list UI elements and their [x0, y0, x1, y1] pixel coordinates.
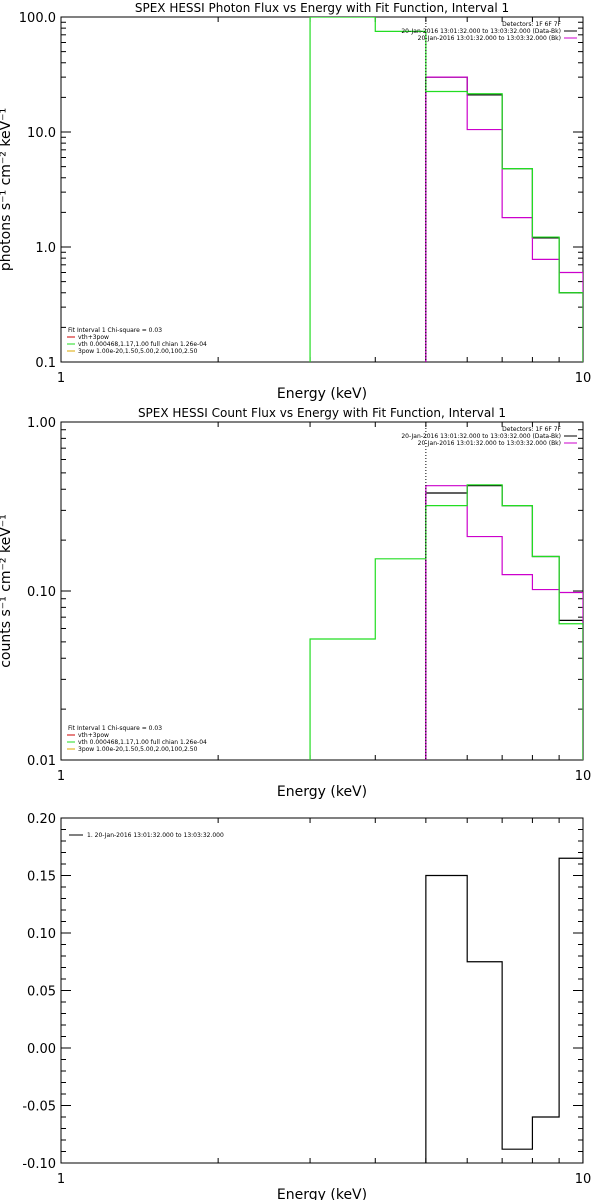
legend-entry: 20-Jan-2016 13:01:32.000 to 13:03:32.000… — [401, 28, 561, 35]
series-line-black — [425, 857, 583, 1163]
y-tick-label: 10.0 — [27, 126, 56, 141]
y-tick-label: 0.20 — [27, 812, 56, 827]
y-tick-label: -0.05 — [22, 1100, 56, 1115]
series-group — [309, 17, 583, 362]
plot-frame — [60, 817, 584, 1164]
y-axis-label: counts s⁻¹ cm⁻² keV⁻¹ — [0, 514, 14, 668]
legend-entry: 3pow 1.00e-20,1.50,5.00,2.00,100,2.50 — [78, 746, 198, 753]
plot-frame — [60, 16, 584, 363]
y-tick-label: 0.10 — [27, 585, 56, 600]
x-tick-label: 10 — [575, 1172, 592, 1187]
x-tick-label: 10 — [575, 371, 592, 386]
series-line-magenta — [425, 76, 583, 362]
legend-entry: Detectors: 1F 6F 7F — [502, 21, 561, 28]
y-tick-label: -0.10 — [22, 1157, 56, 1172]
chart-title: SPEX HESSI Count Flux vs Energy with Fit… — [138, 406, 506, 420]
chart-panel-1 — [60, 16, 584, 363]
y-tick-label: 0.05 — [27, 985, 56, 1000]
series-group — [425, 857, 583, 1163]
series-group — [309, 484, 583, 760]
legend-entry: vth+3pow — [78, 334, 109, 341]
x-tick-label: 1 — [57, 769, 65, 784]
legend-entry: 1. 20-Jan-2016 13:01:32.000 to 13:03:32.… — [87, 832, 224, 839]
series-line-green — [309, 484, 583, 760]
legend-entry: 20-Jan-2016 13:01:32.000 to 13:03:32.000… — [401, 433, 561, 440]
y-tick-label: 1.00 — [27, 416, 56, 431]
x-axis-label: Energy (keV) — [277, 784, 367, 800]
y-tick-label: 0.15 — [27, 870, 56, 885]
y-axis-label: photons s⁻¹ cm⁻² keV⁻¹ — [0, 108, 14, 271]
series-line-magenta — [425, 485, 583, 760]
x-tick-label: 1 — [57, 371, 65, 386]
legend-entry: vth 0.000468,1.17,1.00 full chian 1.26e-… — [78, 739, 207, 746]
x-axis-label: Energy (keV) — [277, 386, 367, 402]
series-line-black — [425, 76, 583, 362]
chart-panel-2 — [60, 421, 584, 761]
plot-frame — [60, 421, 584, 761]
series-line-green — [309, 17, 583, 362]
y-tick-label: 1.0 — [35, 241, 56, 256]
y-tick-label: 100.0 — [19, 11, 56, 26]
legend-entry: vth 0.000468,1.17,1.00 full chian 1.26e-… — [78, 341, 207, 348]
chart-panel-3 — [60, 817, 584, 1164]
x-tick-label: 1 — [57, 1172, 65, 1187]
legend-entry: vth+3pow — [78, 732, 109, 739]
legend-entry: 20-Jan-2016 13:01:32.000 to 13:03:32.000… — [418, 35, 561, 42]
legend-entry: Detectors: 1F 6F 7F — [502, 426, 561, 433]
x-tick-label: 10 — [575, 769, 592, 784]
legend-entry: Fit Interval 1 Chi-square = 0.03 — [68, 725, 162, 732]
chart-title: SPEX HESSI Photon Flux vs Energy with Fi… — [135, 1, 509, 15]
y-tick-label: 0.10 — [27, 927, 56, 942]
y-tick-label: 0.1 — [35, 356, 56, 371]
y-tick-label: 0.00 — [27, 1042, 56, 1057]
y-tick-label: 0.01 — [27, 754, 56, 769]
x-axis-label: Energy (keV) — [277, 1187, 367, 1200]
legend-entry: 3pow 1.00e-20,1.50,5.00,2.00,100,2.50 — [78, 348, 198, 355]
legend-entry: Fit Interval 1 Chi-square = 0.03 — [68, 327, 162, 334]
legend-entry: 20-Jan-2016 13:01:32.000 to 13:03:32.000… — [418, 440, 561, 447]
